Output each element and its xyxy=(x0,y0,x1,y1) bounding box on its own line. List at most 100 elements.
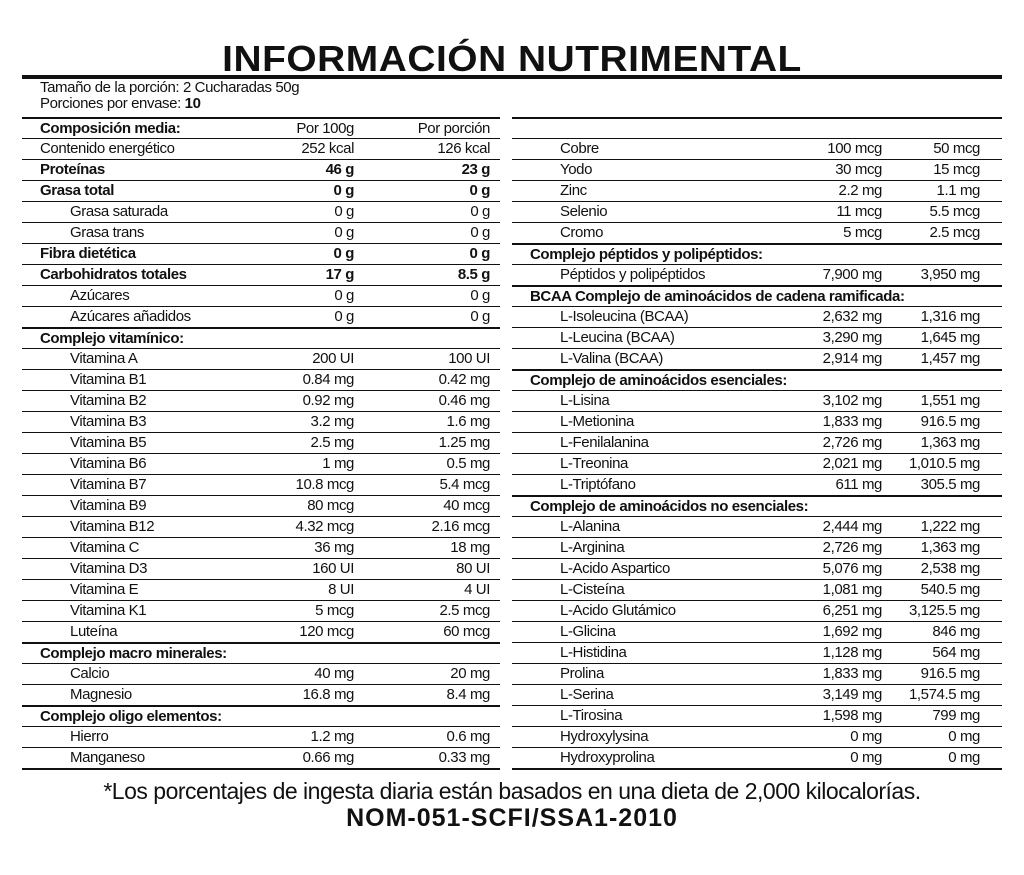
nutrient-label: Vitamina E xyxy=(70,581,139,598)
value-per-serving: 23 g xyxy=(461,161,491,178)
value-per-100g: 5 mcg xyxy=(315,602,354,619)
value-per-100g: 5,076 mg xyxy=(822,560,883,577)
value-per-serving: 1,363 mg xyxy=(920,539,981,556)
table-row: Vitamina B9 80 mcg 40 mcg xyxy=(22,495,500,516)
table-row: Vitamina B12 4.32 mcg 2.16 mcg xyxy=(22,516,500,537)
table-row: L-Treonina 2,021 mg 1,010.5 mg xyxy=(512,453,1002,474)
table-row: Péptidos y polipéptidos 7,900 mg 3,950 mg xyxy=(512,264,1002,285)
value-per-100g: 1,833 mg xyxy=(822,413,883,430)
page-title: INFORMACIÓN NUTRIMENTAL xyxy=(222,38,802,79)
value-per-serving: 0 g xyxy=(470,203,490,220)
value-per-100g: 160 UI xyxy=(312,560,354,577)
section-header: Complejo péptidos y polipéptidos: xyxy=(512,243,1002,264)
value-per-100g: 36 mg xyxy=(314,539,354,556)
nutrient-label: Fibra dietética xyxy=(40,245,136,262)
value-per-100g: 10.8 mcg xyxy=(295,476,355,493)
nutrient-label: Complejo vitamínico: xyxy=(40,330,184,347)
value-per-100g: 200 UI xyxy=(312,350,354,367)
nutrient-label: Contenido energético xyxy=(40,140,175,157)
section-header: Complejo de aminoácidos esenciales: xyxy=(512,369,1002,390)
table-row: L-Histidina 1,128 mg 564 mg xyxy=(512,642,1002,663)
servings-per-container: Porciones por envase: 10 xyxy=(40,95,201,112)
nutrient-label: Péptidos y polipéptidos xyxy=(560,266,706,283)
value-per-serving: 4 UI xyxy=(464,581,490,598)
nutrient-label: Vitamina B1 xyxy=(70,371,147,388)
nutrient-label: Vitamina A xyxy=(70,350,138,367)
value-per-serving: 1,645 mg xyxy=(920,329,981,346)
value-per-100g: 16.8 mg xyxy=(302,686,355,703)
nutrient-label: L-Histidina xyxy=(560,644,627,661)
table-row: Vitamina D3 160 UI 80 UI xyxy=(22,558,500,579)
value-per-serving: 0 g xyxy=(470,224,490,241)
value-per-100g: 3,149 mg xyxy=(822,686,883,703)
table-row: Contenido energético 252 kcal 126 kcal xyxy=(22,138,500,159)
value-per-100g: 2.2 mg xyxy=(838,182,883,199)
nutrient-label: Vitamina B6 xyxy=(70,455,147,472)
nutrition-table-right: Cobre 100 mcg 50 mcg Yodo 30 mcg 15 mcg Zinc 2.… xyxy=(512,138,1002,770)
value-per-serving: 20 mg xyxy=(450,665,490,682)
nutrient-label: Vitamina C xyxy=(70,539,140,556)
nutrient-label: Grasa total xyxy=(40,182,114,199)
table-row: Azúcares añadidos 0 g 0 g xyxy=(22,306,500,327)
value-per-100g: 1 mg xyxy=(322,455,354,472)
value-per-100g: 1,692 mg xyxy=(822,623,883,640)
value-per-serving: 50 mcg xyxy=(933,140,980,157)
value-per-100g: 2,444 mg xyxy=(822,518,883,535)
nutrient-label: L-Fenilalanina xyxy=(560,434,649,451)
value-per-serving: 2.16 mcg xyxy=(431,518,491,535)
value-per-100g: 0 g xyxy=(333,245,355,262)
nutrient-label: Complejo péptidos y polipéptidos: xyxy=(530,246,763,263)
nutrient-label: Complejo oligo elementos: xyxy=(40,708,222,725)
nutrient-label: Grasa trans xyxy=(70,224,144,241)
value-per-100g: 5 mcg xyxy=(843,224,882,241)
value-per-serving: 0 g xyxy=(469,245,491,262)
nutrient-label: Vitamina B12 xyxy=(70,518,155,535)
nutrient-label: Complejo de aminoácidos no esenciales: xyxy=(530,498,809,515)
table-row: Vitamina A 200 UI 100 UI xyxy=(22,348,500,369)
value-per-serving: 1,010.5 mg xyxy=(908,455,980,472)
nutrient-label: Calcio xyxy=(70,665,110,682)
table-row: Vitamina K1 5 mcg 2.5 mcg xyxy=(22,600,500,621)
table-row: Calcio 40 mg 20 mg xyxy=(22,663,500,684)
value-per-100g: 0 g xyxy=(334,287,354,304)
value-per-100g: 0 g xyxy=(334,203,354,220)
table-row: Grasa trans 0 g 0 g xyxy=(22,222,500,243)
value-per-serving: 916.5 mg xyxy=(920,413,981,430)
value-per-100g: 2,726 mg xyxy=(822,434,883,451)
nutrient-label: Prolina xyxy=(560,665,604,682)
serving-info: Tamaño de la porción: 2 Cucharadas 50g P… xyxy=(40,80,300,112)
value-per-100g: 611 mg xyxy=(835,476,882,493)
value-per-100g: 100 mcg xyxy=(827,140,882,157)
value-per-serving: 0.33 mg xyxy=(438,749,491,766)
nutrient-label: Magnesio xyxy=(70,686,132,703)
nutrient-label: Grasa saturada xyxy=(70,203,168,220)
value-per-serving: 1,316 mg xyxy=(920,308,981,325)
value-per-serving: 60 mcg xyxy=(443,623,490,640)
nutrient-label: Carbohidratos totales xyxy=(40,266,187,283)
value-per-100g: 7,900 mg xyxy=(822,266,883,283)
value-per-serving: 0 g xyxy=(470,308,490,325)
nutrient-label: L-Arginina xyxy=(560,539,625,556)
value-per-100g: 2,726 mg xyxy=(822,539,883,556)
value-per-serving: 1.1 mg xyxy=(936,182,981,199)
value-per-serving: 846 mg xyxy=(932,623,980,640)
nutrient-label: Azúcares xyxy=(70,287,130,304)
value-per-serving: 100 UI xyxy=(448,350,490,367)
value-per-100g: 4.32 mcg xyxy=(295,518,355,535)
value-per-serving: 0 mg xyxy=(948,749,980,766)
value-per-100g: 1,833 mg xyxy=(822,665,883,682)
value-per-serving: 0.46 mg xyxy=(438,392,491,409)
value-per-serving: 3,950 mg xyxy=(920,266,981,283)
table-row: Zinc 2.2 mg 1.1 mg xyxy=(512,180,1002,201)
nutrient-label: L-Acido Glutámico xyxy=(560,602,676,619)
table-row: L-Arginina 2,726 mg 1,363 mg xyxy=(512,537,1002,558)
value-per-serving: 5.5 mcg xyxy=(929,203,980,220)
value-per-100g: 0 g xyxy=(334,224,354,241)
table-row: Carbohidratos totales 17 g 8.5 g xyxy=(22,264,500,285)
value-per-100g: 17 g xyxy=(325,266,355,283)
table-row: L-Serina 3,149 mg 1,574.5 mg xyxy=(512,684,1002,705)
nutrient-label: Vitamina B7 xyxy=(70,476,147,493)
table-row: L-Cisteína 1,081 mg 540.5 mg xyxy=(512,579,1002,600)
value-per-100g: 1.2 mg xyxy=(310,728,355,745)
value-per-serving: 1.6 mg xyxy=(446,413,491,430)
